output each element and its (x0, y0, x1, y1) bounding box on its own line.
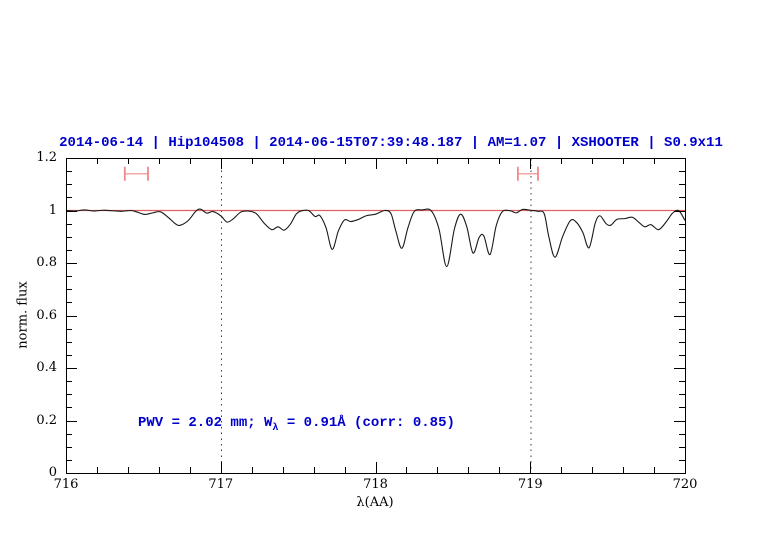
spectrum-line (65, 208, 686, 268)
y-tick-label: 1.2 (36, 150, 57, 165)
x-tick-label: 718 (363, 477, 388, 492)
x-tick-label: 719 (517, 477, 543, 492)
plot-title: 2014-06-14 | Hip104508 | 2014-06-15T07:3… (59, 135, 723, 151)
x-tick-label: 720 (672, 477, 698, 492)
x-tick-label: 716 (53, 477, 79, 492)
x-axis-label: λ(AA) (356, 495, 394, 510)
pwv-annotation-suffix: = 0.91Å (corr: 0.85) (278, 415, 455, 431)
pwv-annotation-prefix: PWV = 2.02 mm; W (138, 415, 273, 431)
y-tick-label: 0.2 (36, 412, 57, 428)
y-tick-label: 0.6 (36, 307, 57, 323)
y-tick-label: 0 (48, 465, 57, 480)
pwv-annotation-lambda-subscript: λ (272, 422, 279, 434)
y-tick-label: 0.8 (36, 255, 57, 270)
pwv-annotation: PWV = 2.02 mm; Wλ = 0.91Å (corr: 0.85) (138, 415, 455, 437)
y-tick-label: 1 (48, 202, 57, 218)
x-tick-label: 717 (208, 477, 234, 492)
y-tick-label: 0.4 (36, 360, 57, 375)
